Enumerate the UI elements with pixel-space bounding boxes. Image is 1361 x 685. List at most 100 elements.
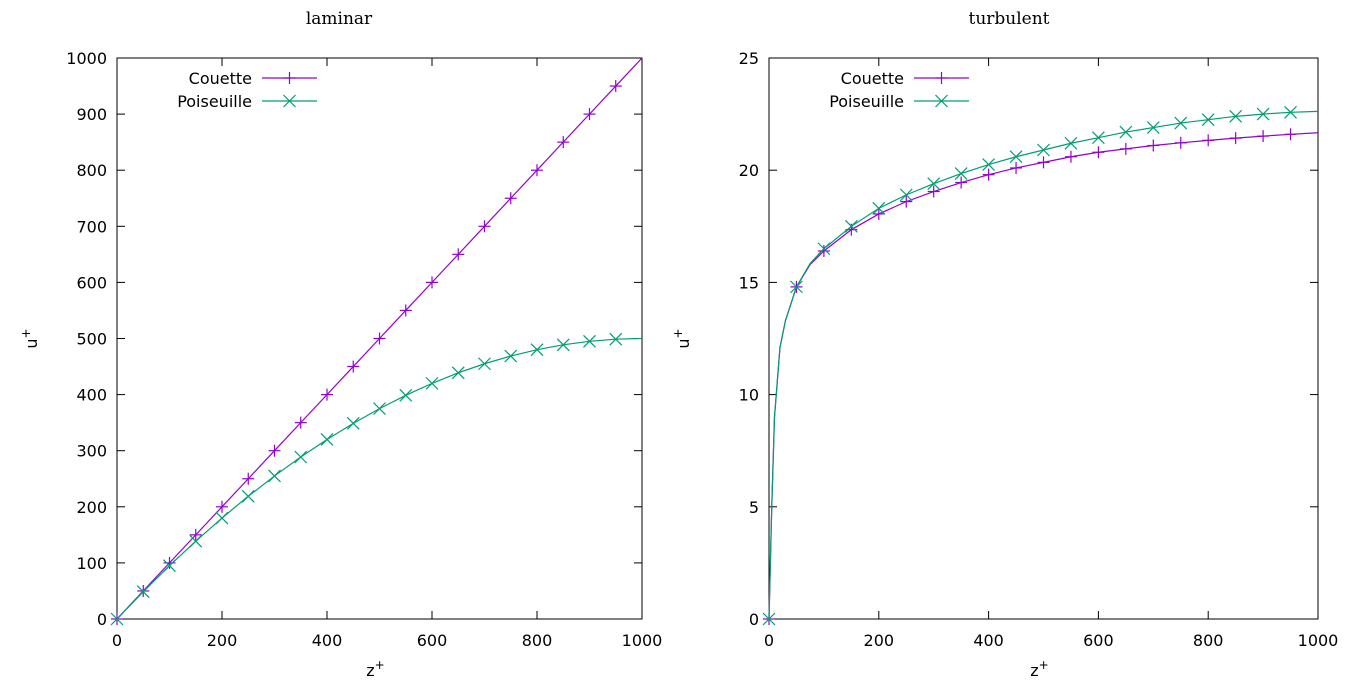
x-axis-label-sup: + — [375, 658, 385, 672]
y-tick-label: 1000 — [66, 49, 107, 68]
data-point-couette — [1037, 156, 1050, 169]
y-tick-label: 200 — [76, 498, 107, 517]
y-tick-label: 20 — [739, 161, 759, 180]
x-tick-label: 400 — [973, 631, 1004, 650]
data-point-couette — [216, 500, 228, 513]
data-point-poiseuille — [399, 388, 413, 402]
data-point-couette — [609, 80, 622, 93]
data-point-poiseuille — [110, 612, 124, 626]
data-point-couette — [1010, 161, 1023, 174]
data-point-poiseuille-d2 — [1174, 116, 1188, 130]
y-tick-label: 0 — [97, 610, 107, 629]
y-tick-label: 25 — [739, 49, 759, 68]
data-point-poiseuille — [1037, 143, 1050, 157]
data-point-poiseuille — [982, 158, 996, 172]
plot-frame — [768, 57, 1319, 620]
x-tick-label: 800 — [522, 631, 553, 650]
data-point-poiseuille — [556, 338, 570, 352]
data-point-poiseuille — [1146, 121, 1160, 134]
data-point-couette — [1284, 128, 1297, 141]
data-point-couette — [531, 164, 543, 177]
data-point-couette — [504, 192, 517, 205]
data-point-couette — [1202, 134, 1215, 147]
y-tick-label: 100 — [76, 554, 107, 573]
legend-label-couette: Couette — [841, 69, 904, 88]
data-point-poiseuille-d2 — [609, 332, 623, 346]
data-point-couette — [268, 444, 281, 457]
data-point-couette — [817, 244, 830, 257]
y-tick-label: 10 — [739, 386, 759, 405]
data-point-poiseuille — [1174, 116, 1188, 130]
data-point-poiseuille — [1229, 109, 1243, 123]
data-point-poiseuille — [1284, 105, 1297, 119]
series-line-couette — [768, 132, 1319, 620]
data-point-couette — [1064, 150, 1077, 163]
y-axis-label-sup: + — [19, 328, 33, 338]
x-axis-label-sup: + — [1039, 658, 1049, 672]
data-point-couette — [1092, 146, 1105, 159]
data-point-poiseuille-d2 — [583, 334, 596, 348]
data-point-poiseuille-d2 — [927, 177, 941, 191]
legend-label-poiseuille: Poiseuille — [829, 92, 904, 111]
data-point-couette — [583, 108, 596, 121]
data-point-poiseuille-d2 — [241, 489, 255, 503]
data-point-poiseuille — [373, 402, 386, 416]
data-point-poiseuille-d2 — [1201, 113, 1215, 127]
data-point-couette — [242, 472, 255, 485]
x-tick-label: 200 — [864, 631, 895, 650]
data-point-couette — [1174, 136, 1187, 149]
data-point-poiseuille — [346, 416, 360, 430]
data-point-poiseuille-d2 — [373, 402, 386, 416]
data-point-poiseuille — [451, 366, 465, 380]
x-axis-label-base: z — [1030, 661, 1038, 680]
legend-marker-poiseuille — [283, 94, 296, 108]
data-point-couette — [955, 176, 968, 189]
data-point-poiseuille-d2 — [1009, 150, 1023, 164]
data-point-poiseuille — [927, 177, 941, 191]
data-point-poiseuille-d2 — [530, 343, 544, 357]
data-point-poiseuille — [954, 167, 968, 180]
data-point-poiseuille — [817, 242, 831, 256]
data-point-poiseuille — [790, 280, 803, 294]
data-point-poiseuille — [189, 534, 203, 548]
data-point-couette — [982, 168, 995, 181]
data-point-couette — [294, 416, 307, 429]
data-point-couette — [347, 360, 360, 373]
legend-marker-poiseuille — [935, 94, 948, 108]
data-point-poiseuille-d2 — [399, 388, 413, 402]
data-point-poiseuille — [1009, 150, 1023, 164]
y-axis-label-sup: + — [671, 328, 685, 338]
x-axis-label-base: z — [366, 661, 374, 680]
data-point-poiseuille-d2 — [504, 349, 518, 363]
data-point-couette — [1119, 142, 1132, 155]
data-point-poiseuille-d2 — [451, 366, 465, 380]
x-axis-label: z+ — [1030, 658, 1048, 680]
data-point-poiseuille-d2 — [294, 450, 308, 464]
data-point-poiseuille — [1064, 136, 1078, 150]
y-axis-label: u+ — [671, 328, 693, 348]
data-point-poiseuille — [1256, 107, 1270, 121]
data-point-poiseuille — [1119, 125, 1133, 139]
data-point-poiseuille — [294, 450, 308, 464]
data-point-poiseuille — [478, 357, 491, 371]
data-point-poiseuille-d2 — [817, 242, 831, 256]
x-tick-label: 800 — [1193, 631, 1224, 650]
data-point-poiseuille — [899, 188, 913, 202]
y-tick-label: 800 — [76, 161, 107, 180]
y-tick-label: 0 — [749, 610, 759, 629]
data-point-couette — [426, 276, 438, 289]
data-point-poiseuille-d2 — [790, 280, 803, 294]
data-point-couette — [478, 220, 491, 233]
legend-marker-poiseuille-d2 — [283, 94, 296, 108]
y-axis-label: u+ — [19, 328, 41, 348]
legend-label-couette: Couette — [189, 69, 252, 88]
data-point-couette — [1257, 130, 1270, 143]
data-point-couette — [163, 556, 176, 569]
data-point-couette — [189, 528, 202, 541]
y-tick-label: 700 — [76, 217, 107, 236]
legend-label-poiseuille: Poiseuille — [177, 92, 252, 111]
legend-marker-couette — [283, 72, 296, 84]
y-axis-label-base: u — [674, 338, 693, 348]
